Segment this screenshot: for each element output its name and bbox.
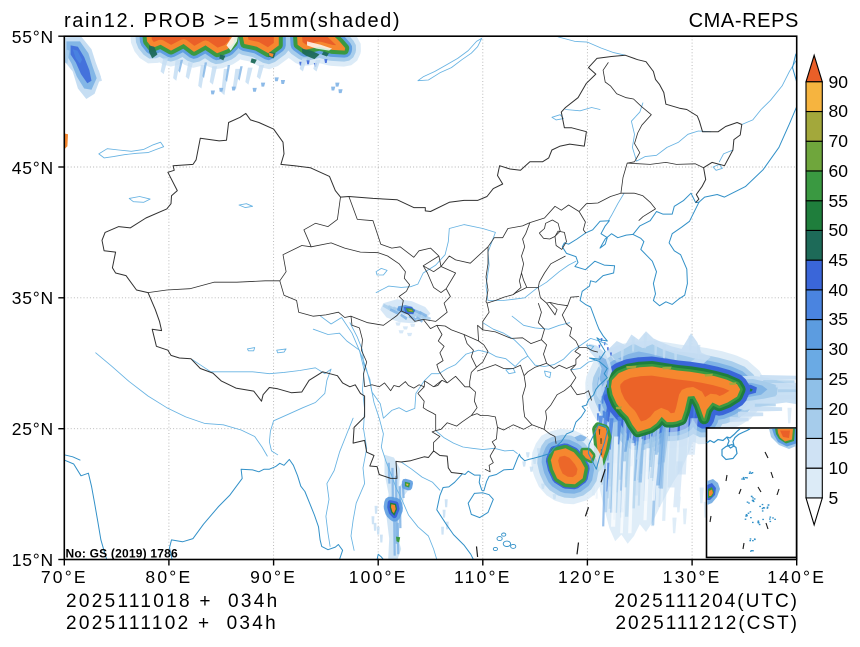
svg-text:No: GS (2019) 1786: No: GS (2019) 1786 [66,546,178,560]
